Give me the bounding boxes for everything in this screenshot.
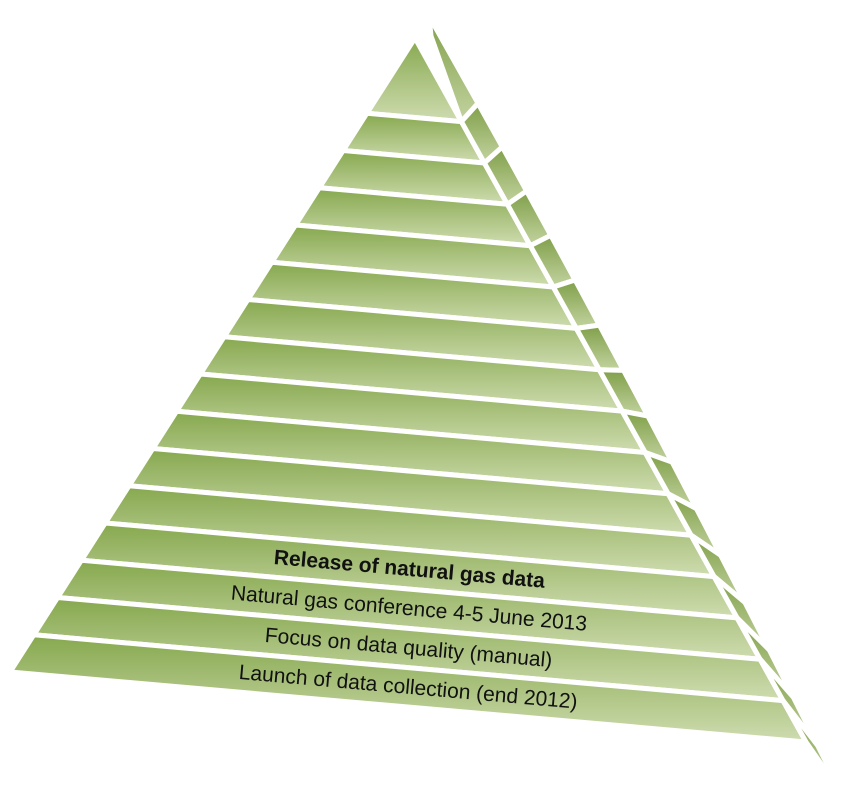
pyramid-side-segment (780, 698, 845, 797)
